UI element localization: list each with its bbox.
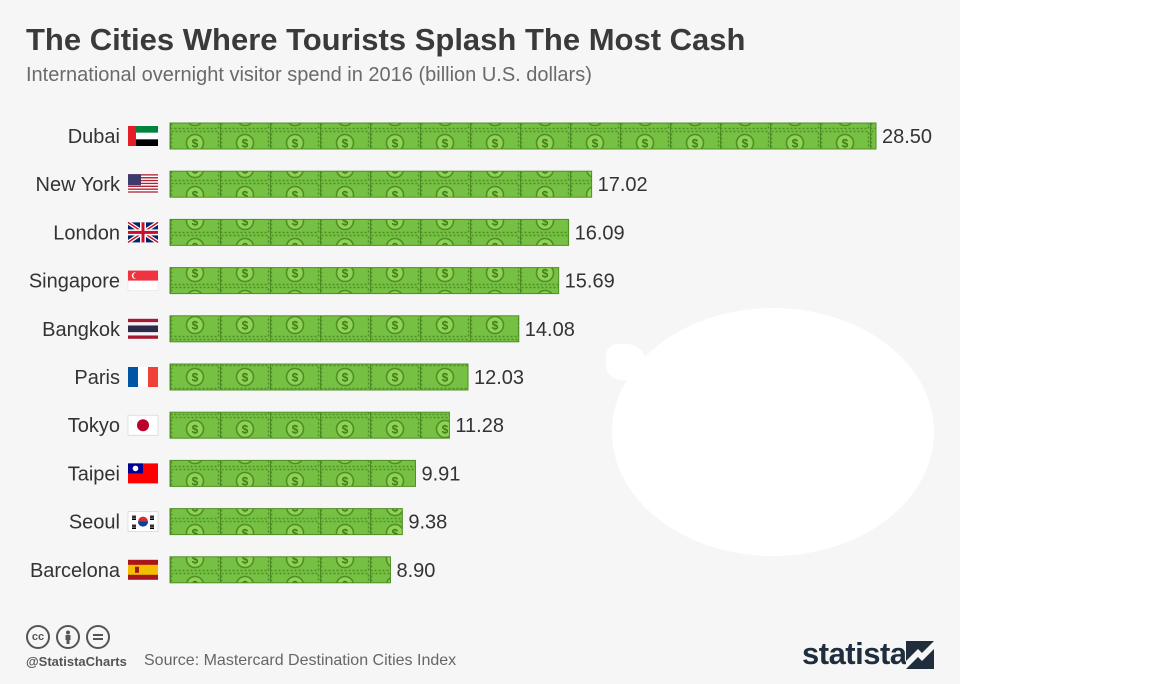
bar: [169, 218, 570, 246]
value-label: 8.90: [396, 560, 435, 582]
license-icons: cc: [26, 625, 110, 649]
bar: [169, 122, 877, 150]
south-korea-flag-icon: [127, 511, 159, 532]
chart-subtitle: International overnight visitor spend in…: [26, 64, 592, 86]
bar-row: Tokyo 11.28: [68, 411, 504, 439]
bar: [169, 170, 593, 198]
bar: [169, 556, 391, 584]
category-label: London: [53, 222, 120, 244]
value-label: 12.03: [474, 367, 524, 389]
value-label: 9.38: [408, 512, 447, 534]
value-label: 16.09: [575, 222, 625, 244]
category-label: Taipei: [68, 463, 120, 485]
bar-row: New York 17.02: [36, 170, 648, 198]
bar: [169, 363, 469, 391]
bar: [169, 267, 560, 295]
value-label: 14.08: [525, 319, 575, 341]
nd-icon: [86, 625, 110, 649]
spain-flag-icon: [128, 559, 158, 580]
category-label: Barcelona: [30, 560, 121, 582]
bar-row: Singapore 15.69: [29, 267, 615, 295]
source-text: Source: Mastercard Destination Cities In…: [144, 652, 457, 669]
category-label: Bangkok: [42, 319, 121, 341]
taiwan-flag-icon: [128, 463, 158, 484]
bar-row: Barcelona 8.90: [30, 556, 435, 584]
japan-flag-icon: [127, 414, 159, 436]
category-label: Tokyo: [68, 415, 120, 437]
chart-title: The Cities Where Tourists Splash The Mos…: [26, 22, 746, 57]
by-icon: [56, 625, 80, 649]
category-label: Singapore: [29, 271, 120, 293]
bars-group: Dubai 28.50 New York 17.02 London 16.09 Singap…: [29, 122, 932, 584]
bar-row: Dubai 28.50: [68, 122, 932, 150]
value-label: 9.91: [421, 463, 460, 485]
category-label: New York: [36, 174, 121, 196]
statista-logo-icon: [906, 641, 934, 669]
bar-row: Bangkok 14.08: [42, 315, 575, 343]
bar-row: Taipei 9.91: [68, 459, 460, 487]
singapore-flag-icon: [127, 270, 159, 291]
france-flag-icon: [128, 367, 158, 387]
background-blob-small: [606, 344, 646, 380]
bar: [169, 508, 403, 536]
bar-row: Seoul 9.38: [69, 508, 447, 536]
value-label: 28.50: [882, 126, 932, 148]
uk-flag-icon: [126, 220, 160, 245]
background-blob: [612, 308, 934, 556]
bar: [169, 315, 520, 343]
bar: [169, 459, 416, 487]
category-label: Seoul: [69, 512, 120, 534]
value-label: 17.02: [598, 174, 648, 196]
statista-logo-text: statista: [802, 636, 907, 671]
thailand-flag-icon: [128, 318, 158, 339]
bar-row: London 16.09: [53, 218, 625, 246]
value-label: 11.28: [455, 415, 504, 437]
uae-flag-icon: [128, 126, 158, 146]
category-label: Paris: [74, 367, 120, 389]
category-label: Dubai: [68, 126, 120, 148]
value-label: 15.69: [565, 271, 615, 293]
usa-flag-icon: [128, 174, 158, 195]
bar: [169, 411, 450, 439]
bar-row: Paris 12.03: [74, 363, 524, 391]
cc-icon: cc: [26, 625, 50, 649]
twitter-handle: @StatistaCharts: [26, 654, 127, 669]
